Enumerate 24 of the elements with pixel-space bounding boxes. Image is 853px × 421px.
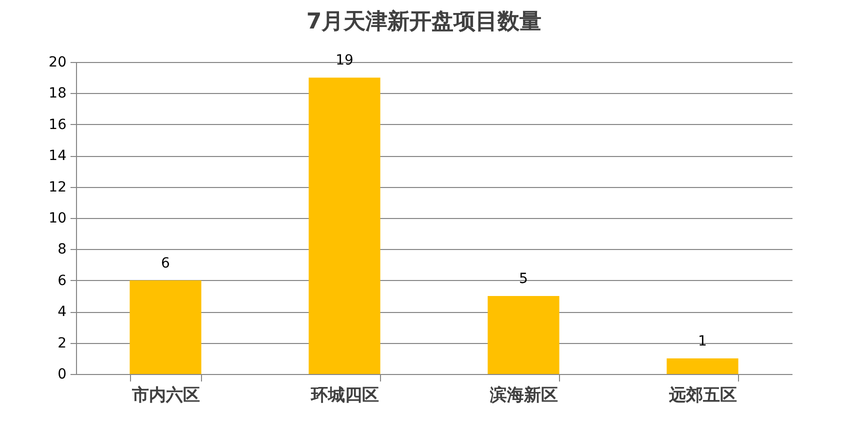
- x-tick-label: 环城四区: [310, 386, 379, 406]
- bar: [308, 78, 380, 374]
- x-tick-label: 远郊五区: [668, 386, 737, 406]
- x-tick-label: 市内六区: [131, 386, 200, 406]
- data-label: 19: [336, 52, 354, 69]
- y-tick-label: 14: [48, 148, 67, 164]
- x-tick-label: 滨海新区: [489, 386, 558, 406]
- y-tick-label: 12: [48, 179, 66, 196]
- bar: [130, 280, 202, 374]
- y-tick-label: 20: [48, 54, 66, 70]
- chart-title: 7月天津新开盘项目数量: [306, 8, 542, 35]
- y-tick-label: 2: [58, 335, 66, 352]
- y-tick-label: 8: [58, 242, 66, 258]
- bar: [488, 296, 560, 374]
- y-tick-label: 4: [58, 304, 67, 320]
- data-label: 6: [161, 255, 170, 272]
- data-label: 1: [698, 333, 707, 350]
- y-tick-label: 0: [58, 366, 66, 382]
- y-tick-label: 6: [58, 272, 67, 289]
- y-tick-label: 16: [48, 116, 67, 133]
- data-label: 5: [519, 271, 528, 287]
- y-tick-label: 18: [48, 86, 66, 102]
- y-tick-label: 10: [48, 210, 66, 226]
- bar: [666, 358, 738, 374]
